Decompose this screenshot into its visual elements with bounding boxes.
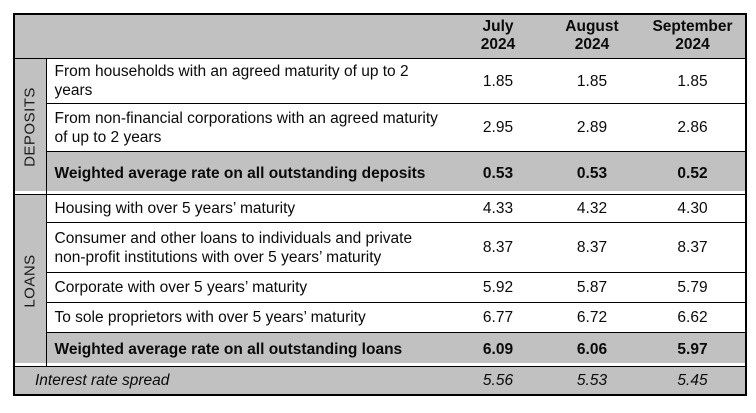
row-label: Consumer and other loans to individuals … [46, 222, 452, 273]
table-row-weighted-average-deposits: Weighted average rate on all outstanding… [14, 151, 746, 195]
row-label: From households with an agreed maturity … [46, 58, 452, 104]
col-header-august: August 2024 [544, 14, 640, 59]
rate-value-august: 5.53 [544, 366, 640, 395]
header-blank-cell [14, 14, 452, 59]
rate-value-august: 8.37 [544, 222, 640, 273]
rate-value-july: 8.37 [452, 222, 544, 273]
rate-value-september: 8.37 [640, 222, 746, 273]
rate-value-july: 6.09 [452, 332, 544, 367]
table-row-consumer-loans: Consumer and other loans to individuals … [14, 222, 746, 273]
table-row-corporate-loans: Corporate with over 5 years’ maturity 5.… [14, 272, 746, 303]
col-header-year: 2024 [480, 36, 516, 53]
rate-value-september: 5.79 [640, 272, 746, 303]
col-header-month: July [482, 18, 514, 35]
rate-value-august: 1.85 [544, 58, 640, 104]
row-label: Housing with over 5 years’ maturity [46, 194, 452, 223]
row-label: Interest rate spread [14, 366, 452, 395]
rate-value-july: 6.77 [452, 302, 544, 333]
table-row-sole-proprietors-loans: To sole proprietors with over 5 years’ m… [14, 302, 746, 333]
table-header-row: July 2024 August 2024 September 2024 [14, 14, 746, 59]
group-label-loans-cell: LOANS [14, 194, 47, 367]
rate-value-september: 2.86 [640, 103, 746, 152]
col-header-month: August [565, 18, 619, 35]
group-label-deposits-cell: DEPOSITS [14, 58, 47, 195]
row-label: Corporate with over 5 years’ maturity [46, 272, 452, 303]
rate-value-july: 5.56 [452, 366, 544, 395]
rate-value-august: 0.53 [544, 151, 640, 195]
table-row-interest-rate-spread: Interest rate spread 5.56 5.53 5.45 [14, 366, 746, 395]
rate-value-september: 0.52 [640, 151, 746, 195]
row-label: Weighted average rate on all outstanding… [46, 151, 452, 195]
col-header-year: 2024 [574, 36, 610, 53]
interest-rates-table: July 2024 August 2024 September 2024 DEP… [13, 13, 747, 396]
row-label: Weighted average rate on all outstanding… [46, 332, 452, 367]
row-label: To sole proprietors with over 5 years’ m… [46, 302, 452, 333]
rate-value-august: 5.87 [544, 272, 640, 303]
rate-value-july: 1.85 [452, 58, 544, 104]
row-label: From non-financial corporations with an … [46, 103, 452, 152]
rate-value-july: 5.92 [452, 272, 544, 303]
rate-value-september: 1.85 [640, 58, 746, 104]
rate-value-july: 2.95 [452, 103, 544, 152]
group-label-deposits: DEPOSITS [21, 86, 39, 167]
rate-value-september: 6.62 [640, 302, 746, 333]
table-row-households-deposits: DEPOSITS From households with an agreed … [14, 58, 746, 195]
col-header-july: July 2024 [452, 14, 544, 59]
rate-value-august: 4.32 [544, 194, 640, 223]
rate-value-july: 0.53 [452, 151, 544, 195]
table-row-housing-loans: LOANS Housing with over 5 years’ maturit… [14, 194, 746, 367]
col-header-september: September 2024 [640, 14, 746, 59]
rate-value-august: 6.72 [544, 302, 640, 333]
table-row-nonfinancial-deposits: From non-financial corporations with an … [14, 103, 746, 152]
rate-value-august: 6.06 [544, 332, 640, 367]
rate-value-september: 5.45 [640, 366, 746, 395]
rate-value-september: 4.30 [640, 194, 746, 223]
col-header-month: September [652, 18, 733, 35]
group-label-loans: LOANS [21, 253, 39, 308]
table-row-weighted-average-loans: Weighted average rate on all outstanding… [14, 332, 746, 367]
rate-value-july: 4.33 [452, 194, 544, 223]
rate-value-august: 2.89 [544, 103, 640, 152]
rate-value-september: 5.97 [640, 332, 746, 367]
col-header-year: 2024 [675, 36, 710, 53]
